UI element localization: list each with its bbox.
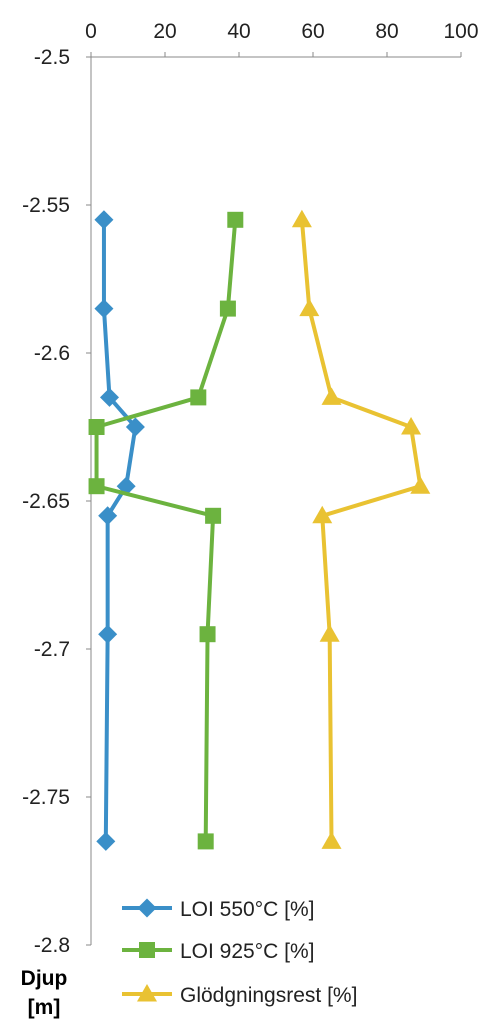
data-point	[321, 387, 342, 405]
y-tick-label: -2.6	[34, 342, 70, 365]
data-point	[401, 417, 422, 435]
data-point	[94, 210, 114, 230]
x-tick-label: 20	[153, 20, 176, 43]
y-axis-title-line: Djup	[21, 967, 68, 990]
y-tick-label: -2.5	[34, 46, 70, 69]
y-tick-label: -2.8	[34, 934, 70, 957]
data-point	[98, 506, 118, 526]
series-1	[94, 210, 145, 851]
data-point	[219, 300, 236, 317]
y-tick-label: -2.65	[22, 490, 70, 513]
legend: LOI 550°C [%] LOI 925°C [%] Glödgningsrest…	[122, 898, 357, 1007]
series-3	[291, 209, 431, 849]
legend-label: Glödgningsrest [%]	[180, 984, 357, 1007]
legend-label: LOI 925°C [%]	[180, 940, 314, 963]
series-line	[299, 219, 423, 842]
series-2	[88, 211, 244, 850]
data-point	[227, 211, 244, 228]
x-tick-label: 0	[85, 20, 97, 43]
series-layer	[88, 209, 431, 851]
x-tick-label: 40	[227, 20, 250, 43]
data-point	[190, 389, 207, 406]
series-line	[101, 219, 138, 842]
legend-swatch-marker	[137, 984, 157, 1002]
y-axis-title: Djup [m]	[21, 967, 68, 1019]
legend-label: LOI 550°C [%]	[180, 898, 314, 921]
series-line	[94, 219, 238, 842]
data-point	[125, 417, 145, 437]
data-point	[299, 298, 320, 317]
data-point	[205, 507, 222, 524]
legend-item-2: LOI 925°C [%]	[122, 940, 314, 963]
legend-swatch-marker	[137, 898, 157, 918]
data-point	[96, 831, 116, 851]
data-point	[98, 624, 118, 644]
data-point	[94, 299, 114, 319]
data-point	[197, 833, 214, 850]
legend-item-3: Glödgningsrest [%]	[122, 984, 357, 1007]
x-tick-label: 60	[301, 20, 324, 43]
x-tick-label: 100	[443, 20, 478, 43]
data-point	[291, 209, 312, 228]
y-tick-label: -2.55	[22, 194, 70, 217]
axes: 0 20 40 60 80 100 -2.5 -2.55 -2.6 -2.65 -2.7 -2.75 -…	[22, 20, 478, 957]
data-point	[100, 387, 119, 407]
data-point	[319, 624, 340, 642]
data-point	[312, 505, 333, 524]
data-point	[321, 831, 342, 849]
y-tick-label: -2.75	[22, 786, 70, 809]
legend-item-1: LOI 550°C [%]	[122, 898, 314, 921]
data-point	[88, 478, 105, 495]
y-tick-label: -2.7	[34, 638, 70, 661]
data-point	[88, 419, 105, 435]
data-point	[410, 476, 431, 494]
data-point	[199, 626, 216, 643]
x-tick-label: 80	[375, 20, 398, 43]
legend-swatch-marker	[139, 942, 155, 958]
y-axis-title-line: [m]	[28, 996, 61, 1019]
